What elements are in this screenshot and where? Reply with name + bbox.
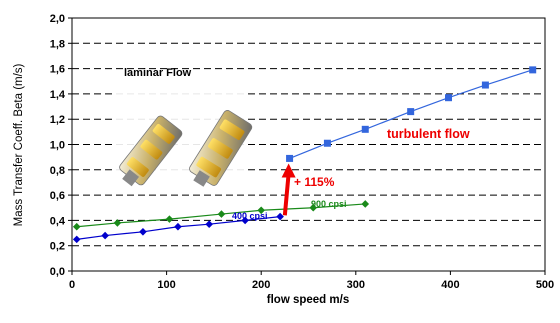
data-point: [309, 203, 318, 212]
data-point: [361, 200, 370, 208]
data-point: [113, 219, 122, 227]
y-tick-label: 0,6: [50, 190, 65, 202]
data-point: [205, 220, 213, 228]
x-axis-title: flow speed m/s: [267, 294, 349, 306]
data-point: [241, 216, 249, 225]
y-tick-label: 2,0: [50, 13, 65, 25]
data-point: [445, 94, 453, 102]
y-tick-label: 1,8: [50, 38, 65, 50]
x-tick-label: 100: [157, 279, 175, 291]
series-label-900cpsi: 900 cpsi: [311, 199, 347, 209]
series-markers: [72, 66, 537, 244]
x-tick-label: 200: [252, 279, 270, 291]
data-point: [361, 125, 369, 133]
data-point: [139, 227, 147, 236]
y-axis-ticks: 0,0 0,2 0,4 0,6 0,8 1,0 1,2 1,4 1,6 1,8 2,0: [50, 13, 72, 278]
increase-arrow: [281, 163, 296, 216]
data-point: [323, 139, 331, 147]
x-axis-ticks: 0 100 200 300 400 500: [69, 271, 554, 291]
data-point: [217, 210, 226, 218]
y-tick-label: 1,0: [50, 140, 65, 152]
increase-percent-label: + 115%: [294, 175, 335, 189]
data-point: [174, 222, 182, 231]
monolith-illustration: [112, 86, 253, 187]
laminar-flow-label: laminar Flow: [124, 67, 192, 79]
data-point: [407, 108, 415, 116]
y-tick-label: 0,2: [50, 241, 65, 253]
data-point: [286, 154, 294, 162]
data-point: [529, 66, 537, 74]
y-tick-label: 1,6: [50, 64, 65, 76]
turbulent-flow-label: turbulent flow: [387, 127, 470, 141]
y-tick-label: 1,2: [50, 114, 65, 126]
data-point: [257, 206, 265, 215]
y-tick-label: 0,0: [50, 266, 65, 278]
x-tick-label: 300: [347, 279, 365, 291]
y-axis-title: Mass Transfer Coeff. Beta (m/s): [13, 63, 25, 226]
data-point: [72, 235, 81, 244]
y-tick-label: 0,8: [50, 165, 65, 177]
y-tick-label: 1,4: [50, 89, 66, 101]
arrow-shaft: [282, 173, 291, 216]
data-point: [165, 215, 174, 223]
x-tick-label: 0: [69, 279, 75, 291]
x-tick-label: 400: [441, 279, 459, 291]
x-tick-label: 500: [536, 279, 554, 291]
data-point: [101, 231, 109, 240]
y-tick-label: 0,4: [50, 215, 66, 227]
data-point: [276, 212, 284, 221]
series-label-400cpsi: 400 cpsi: [232, 211, 268, 221]
arrow-head: [281, 163, 296, 178]
data-point: [72, 222, 81, 231]
data-point: [481, 81, 489, 89]
